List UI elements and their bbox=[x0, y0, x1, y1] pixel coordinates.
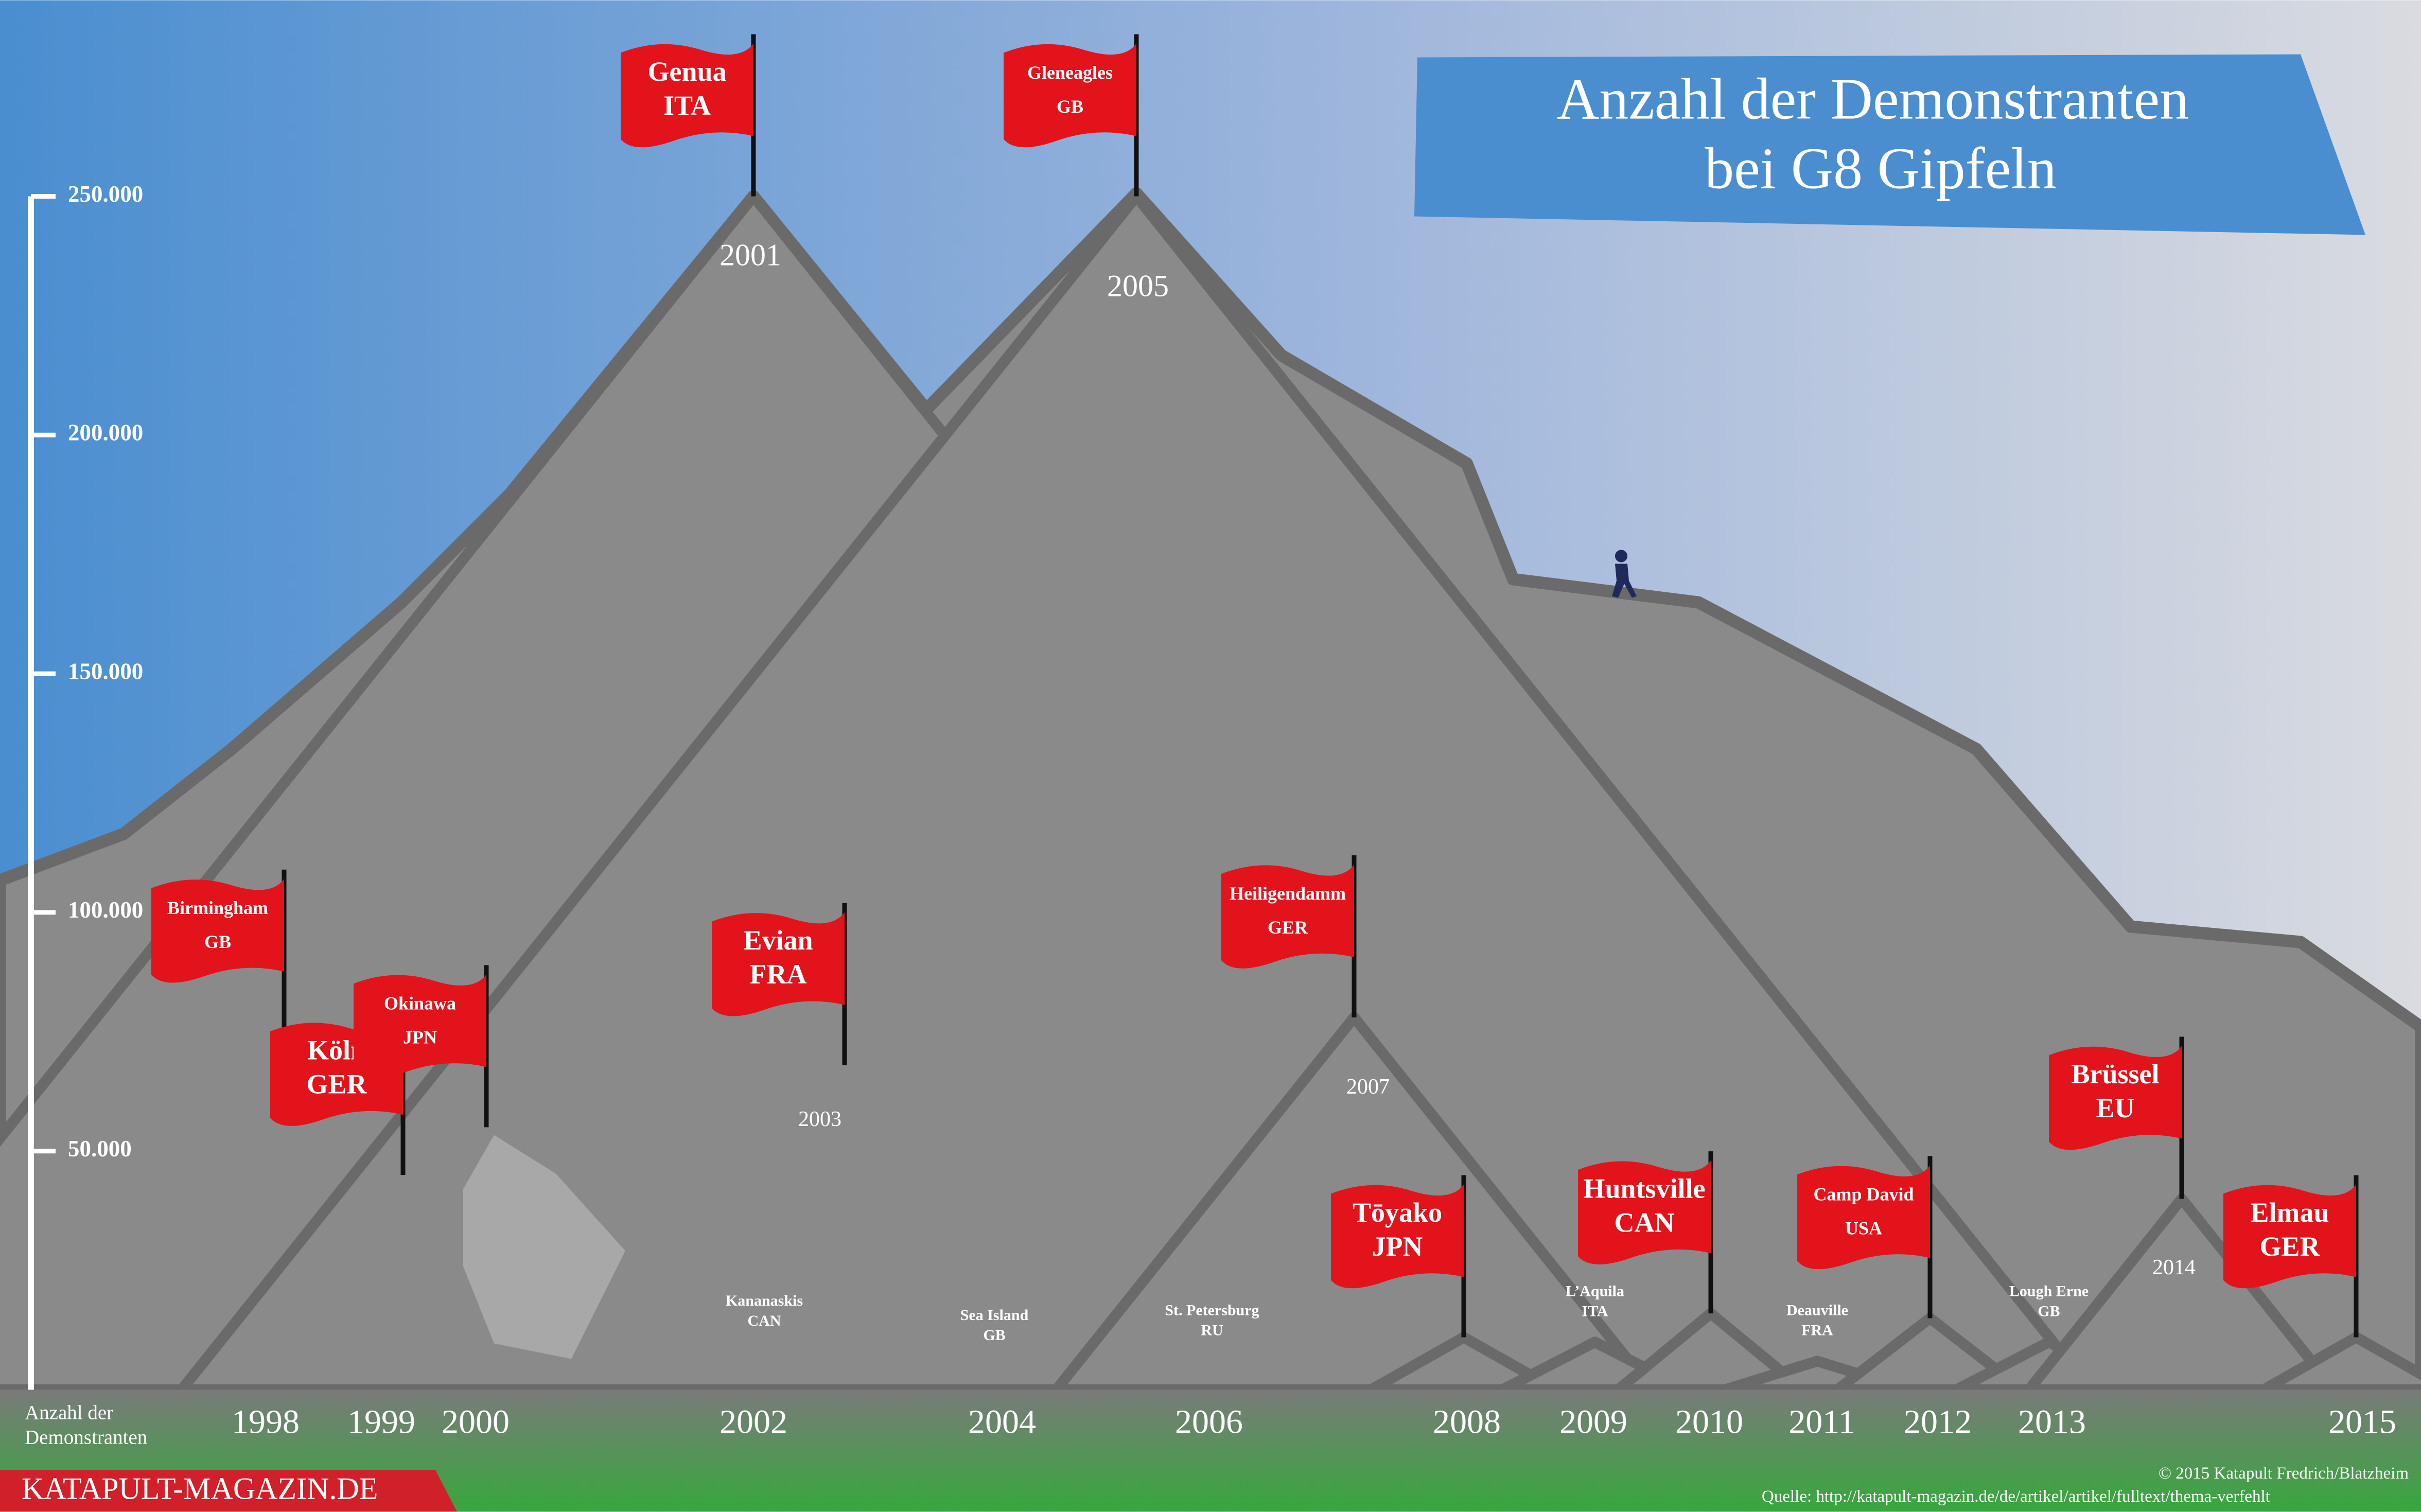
flag-country: USA bbox=[1845, 1218, 1882, 1239]
summit-country: GB bbox=[2038, 1303, 2060, 1320]
summit-country: GB bbox=[983, 1327, 1005, 1344]
title: bei G8 Gipfeln bbox=[1705, 136, 2057, 201]
copyright: © 2015 Katapult Fredrich/Blatzheim bbox=[2159, 1464, 2409, 1483]
x-tick-label: 2002 bbox=[720, 1403, 787, 1441]
flag bbox=[1221, 864, 1354, 969]
title: Anzahl der Demonstranten bbox=[1557, 66, 2189, 132]
flag bbox=[1331, 1184, 1464, 1289]
summit-city: Kananaskis bbox=[726, 1292, 803, 1309]
x-tick-label: 2009 bbox=[1559, 1403, 1627, 1441]
flag-city: Gleneagles bbox=[1027, 62, 1113, 83]
y-tick-label: 50.000 bbox=[68, 1136, 132, 1162]
y-axis-label: Demonstranten bbox=[25, 1426, 147, 1448]
summit-city: Deauville bbox=[1786, 1302, 1848, 1319]
flag-city: Elmau bbox=[2250, 1197, 2329, 1228]
y-tick-label: 200.000 bbox=[68, 420, 143, 446]
flag-city: Tōyako bbox=[1353, 1197, 1442, 1228]
flag bbox=[1797, 1165, 1930, 1270]
peak-year: 2005 bbox=[1107, 269, 1169, 303]
flag-city: Camp David bbox=[1813, 1184, 1914, 1205]
summit-country: RU bbox=[1201, 1322, 1223, 1339]
flag-city: Genua bbox=[647, 56, 726, 87]
flag bbox=[2049, 1046, 2182, 1150]
x-tick-label: 2015 bbox=[2328, 1403, 2396, 1441]
x-tick-label: 2011 bbox=[1788, 1403, 1855, 1441]
flag-country: GB bbox=[1057, 96, 1083, 117]
flag bbox=[621, 43, 753, 148]
summit-country: CAN bbox=[748, 1312, 781, 1329]
flag-country: EU bbox=[2096, 1093, 2134, 1123]
summit-country: FRA bbox=[1801, 1322, 1833, 1339]
flag-country: GER bbox=[306, 1068, 367, 1099]
x-tick-label: 2004 bbox=[968, 1403, 1036, 1441]
flag bbox=[151, 878, 284, 983]
source: Quelle: http://katapult-magazin.de/de/ar… bbox=[1762, 1487, 2270, 1506]
flag-country: GER bbox=[2259, 1231, 2320, 1262]
flag bbox=[712, 912, 845, 1016]
flag-city: Huntsville bbox=[1583, 1173, 1705, 1204]
flag-country: CAN bbox=[1615, 1207, 1675, 1238]
summit-city: Sea Island bbox=[960, 1307, 1029, 1324]
title-banner bbox=[1414, 54, 2365, 235]
x-tick-label: 2012 bbox=[1904, 1403, 1972, 1441]
flag bbox=[354, 974, 486, 1079]
flag-country: FRA bbox=[750, 959, 807, 990]
flag-country: GB bbox=[204, 931, 231, 952]
flag-city: Evian bbox=[743, 925, 813, 956]
peak-year: 2001 bbox=[720, 238, 781, 272]
y-tick-label: 100.000 bbox=[68, 897, 143, 923]
flag-country: JPN bbox=[403, 1027, 437, 1048]
valley bbox=[463, 1135, 625, 1359]
summit-city: L’Aquila bbox=[1566, 1283, 1624, 1300]
summit-country: ITA bbox=[1582, 1303, 1608, 1320]
x-tick-label: 2008 bbox=[1433, 1403, 1501, 1441]
summit-city: St. Petersburg bbox=[1165, 1302, 1259, 1319]
x-tick-label: 2006 bbox=[1175, 1403, 1243, 1441]
flag-country: GER bbox=[1268, 917, 1308, 938]
peak-year: 2014 bbox=[2152, 1256, 2196, 1279]
peak-year: 2007 bbox=[1346, 1075, 1390, 1099]
flag bbox=[1004, 43, 1136, 148]
x-tick-label: 1998 bbox=[232, 1403, 300, 1441]
flag-city: Birmingham bbox=[167, 898, 268, 918]
flag bbox=[2223, 1184, 2356, 1289]
flag-city: Brüssel bbox=[2071, 1059, 2159, 1089]
flag-city: Okinawa bbox=[384, 993, 456, 1014]
x-tick-label: 2010 bbox=[1675, 1403, 1743, 1441]
flag bbox=[1578, 1161, 1711, 1264]
hiker bbox=[1612, 550, 1637, 598]
x-tick-label: 2013 bbox=[2018, 1403, 2086, 1441]
y-axis-label: Anzahl der bbox=[25, 1401, 113, 1423]
flag-country: JPN bbox=[1372, 1231, 1423, 1262]
x-tick-label: 1999 bbox=[347, 1403, 415, 1441]
peak-year: 2003 bbox=[798, 1107, 841, 1131]
x-tick-label: 2000 bbox=[442, 1403, 510, 1441]
brand-tab bbox=[0, 1470, 457, 1512]
brand: KATAPULT-MAGAZIN.DE bbox=[22, 1471, 378, 1505]
flag-country: ITA bbox=[663, 90, 711, 121]
summit-city: Lough Erne bbox=[2009, 1283, 2089, 1300]
y-tick-label: 250.000 bbox=[68, 181, 143, 207]
y-tick-label: 150.000 bbox=[68, 658, 143, 684]
flag-city: Heiligendamm bbox=[1230, 883, 1346, 904]
